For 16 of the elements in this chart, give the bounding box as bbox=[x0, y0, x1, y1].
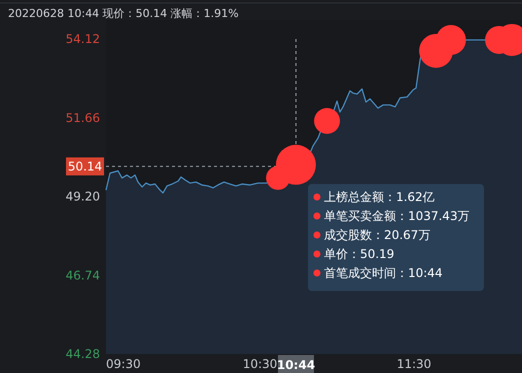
x-tick-label: 11:30 bbox=[396, 357, 432, 371]
annotation: 单笔买卖金额：1037.43万 bbox=[324, 209, 470, 223]
y-tick-label: 46.74 bbox=[66, 268, 100, 282]
annotation: 单价：50.19 bbox=[324, 247, 394, 261]
annotation: 成交股数：20.67万 bbox=[324, 228, 430, 242]
y-tick-label: 54.12 bbox=[66, 32, 100, 46]
annotation: 首笔成交时间：10:44 bbox=[324, 266, 443, 280]
ref-line-label: 50.14 bbox=[68, 159, 102, 174]
x-tick-label: 10:30 bbox=[242, 357, 278, 371]
x-tick-label: 09:30 bbox=[106, 357, 141, 371]
y-tick-label: 51.66 bbox=[66, 110, 100, 125]
annotation: 10:44 bbox=[276, 358, 316, 372]
chart-title: 20220628 10:44 现价：50.14 涨幅：1.91% bbox=[8, 7, 239, 20]
y-tick-label: 49.20 bbox=[66, 190, 100, 204]
annotation: 上榜总金额：1.62亿 bbox=[324, 190, 435, 204]
y-tick-label: 44.28 bbox=[66, 347, 100, 361]
